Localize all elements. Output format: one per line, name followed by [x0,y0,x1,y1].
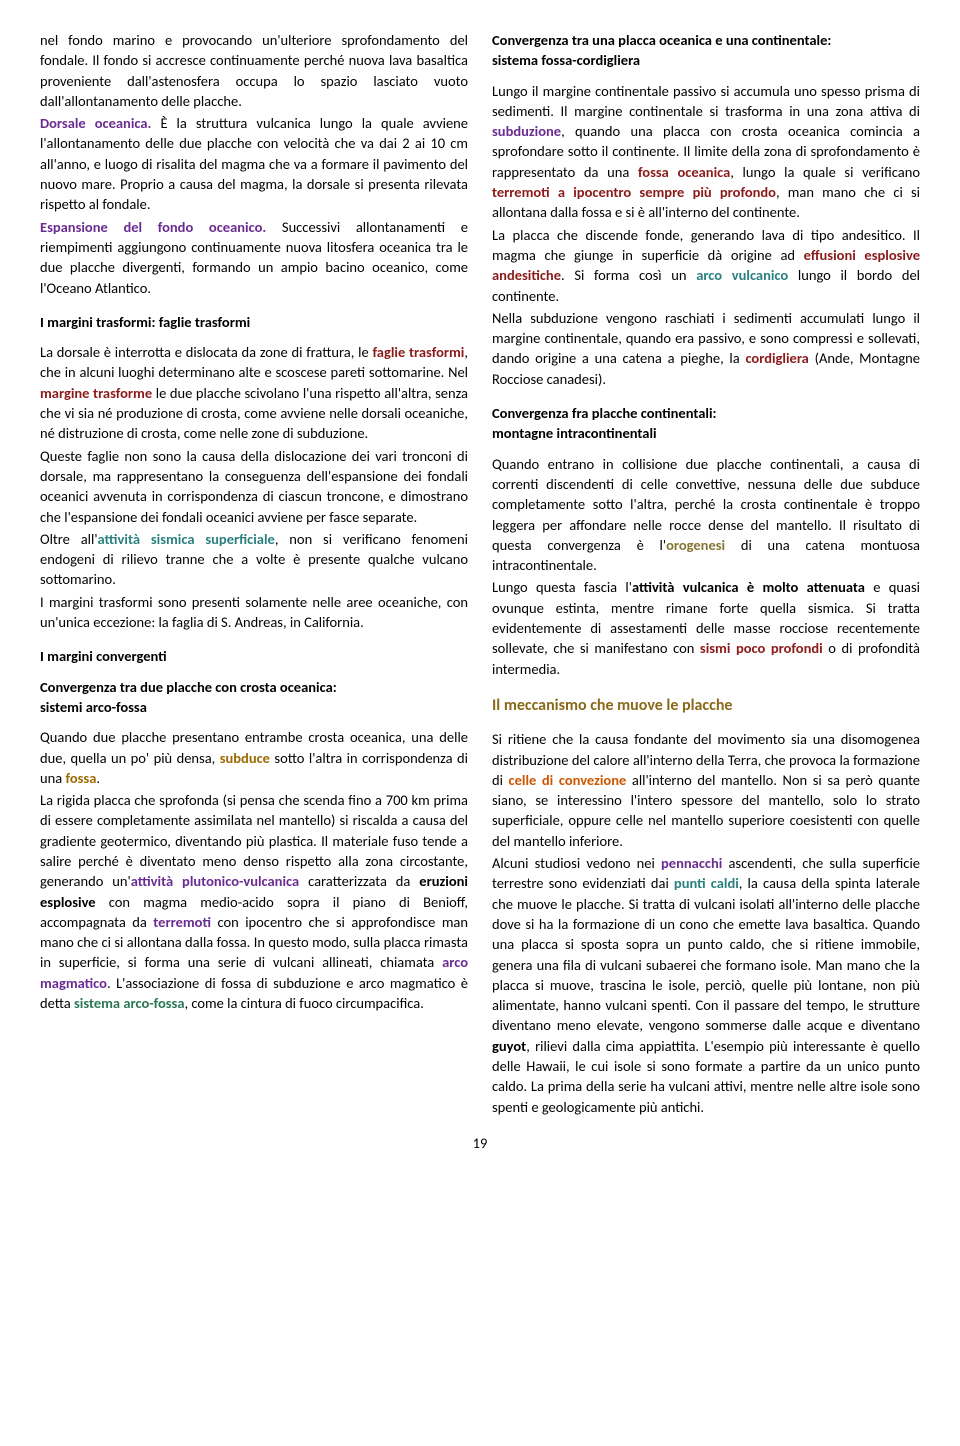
term-pennacchi: pennacchi [661,854,722,872]
two-column-layout: nel fondo marino e provocando un'ulterio… [40,30,920,1119]
subheading-convergenza-oceanica: Convergenza tra due placche con crosta o… [40,677,468,718]
subheading-margini-trasformi: I margini trasformi: faglie trasformi [40,312,468,332]
term-terremoti-ipocentro: terremoti a ipocentro sempre più profond… [492,183,776,201]
paragraph: Queste faglie non sono la causa della di… [40,446,468,527]
term-attivita-vulcanica-attenuata: attività vulcanica è molto attenuata [632,578,865,596]
text: . [96,769,100,787]
paragraph: Quando due placche presentano entrambe c… [40,727,468,788]
paragraph: Lungo questa fascia l'attività vulcanica… [492,577,920,678]
text: La dorsale è interrotta e dislocata da z… [40,343,372,361]
term-subduzione: subduzione [492,122,561,140]
paragraph: Oltre all'attività sismica superficiale,… [40,529,468,590]
term-fossa-oceanica: fossa oceanica [638,163,730,181]
text: sistemi arco-fossa [40,698,147,716]
term-espansione-fondo: Espansione del fondo oceanico. [40,218,266,236]
text: montagne intracontinentali [492,424,657,442]
paragraph: Nella subduzione vengono raschiati i sed… [492,308,920,389]
section-title-meccanismo: Il meccanismo che muove le placche [492,695,920,717]
paragraph: Espansione del fondo oceanico. Successiv… [40,217,468,298]
term-cordigliera: cordigliera [745,349,808,367]
text: Convergenza tra una placca oceanica e un… [492,31,831,49]
page: nel fondo marino e provocando un'ulterio… [40,30,920,1153]
text: , come la cintura di fuoco circumpacific… [184,994,423,1012]
term-margine-trasforme: margine trasforme [40,384,152,402]
paragraph: Si ritiene che la causa fondante del mov… [492,729,920,851]
paragraph: Quando entrano in collisione due placche… [492,454,920,576]
paragraph: nel fondo marino e provocando un'ulterio… [40,30,468,111]
term-sistema-arco-fossa: sistema arco-fossa [74,994,184,1012]
subheading-margini-convergenti: I margini convergenti [40,646,468,666]
text: nel fondo marino e provocando un'ulterio… [40,31,468,110]
text: caratterizzata da [299,872,419,890]
paragraph: Lungo il margine continentale passivo si… [492,81,920,223]
term-orogenesi: orogenesi [666,536,725,554]
term-sismi-poco-profondi: sismi poco profondi [700,639,823,657]
text: , la causa della spinta laterale che muo… [492,874,920,1034]
term-dorsale-oceanica: Dorsale oceanica. [40,114,151,132]
text: sistema fossa-cordigliera [492,51,640,69]
left-column: nel fondo marino e provocando un'ulterio… [40,30,468,1119]
paragraph: I margini trasformi sono presenti solame… [40,592,468,633]
term-arco-vulcanico: arco vulcanico [696,266,788,284]
term-fossa: fossa [65,769,96,787]
paragraph: La rigida placca che sprofonda (si pensa… [40,790,468,1013]
right-column: Convergenza tra una placca oceanica e un… [492,30,920,1119]
text: , rilievi dalla cima appiattita. L'esemp… [492,1037,920,1116]
text: Oltre all' [40,530,98,548]
term-punti-caldi: punti caldi [674,874,739,892]
text: Lungo il margine continentale passivo si… [492,82,920,120]
subheading-convergenza-continentali: Convergenza fra placche continentali: mo… [492,403,920,444]
term-celle-convezione: celle di convezione [509,771,627,789]
text: Alcuni studiosi vedono nei [492,854,661,872]
paragraph: La dorsale è interrotta e dislocata da z… [40,342,468,443]
subheading-convergenza-oceanica-continentale: Convergenza tra una placca oceanica e un… [492,30,920,71]
term-attivita-sismica: attività sismica superficiale [98,530,275,548]
term-terremoti: terremoti [153,913,211,931]
term-plutonico-vulcanica: attività plutonico-vulcanica [131,872,299,890]
text: , lungo la quale si verificano [730,163,920,181]
term-faglie-trasformi: faglie trasformi [372,343,464,361]
text: Convergenza tra due placche con crosta o… [40,678,337,696]
term-subduce: subduce [220,749,270,767]
paragraph: La placca che discende fonde, generando … [492,225,920,306]
text: . Si forma così un [561,266,696,284]
text: Lungo questa fascia l' [492,578,632,596]
paragraph: Alcuni studiosi vedono nei pennacchi asc… [492,853,920,1117]
term-guyot: guyot [492,1037,526,1055]
page-number: 19 [40,1133,920,1153]
text: Convergenza fra placche continentali: [492,404,717,422]
paragraph: Dorsale oceanica. È la struttura vulcani… [40,113,468,214]
